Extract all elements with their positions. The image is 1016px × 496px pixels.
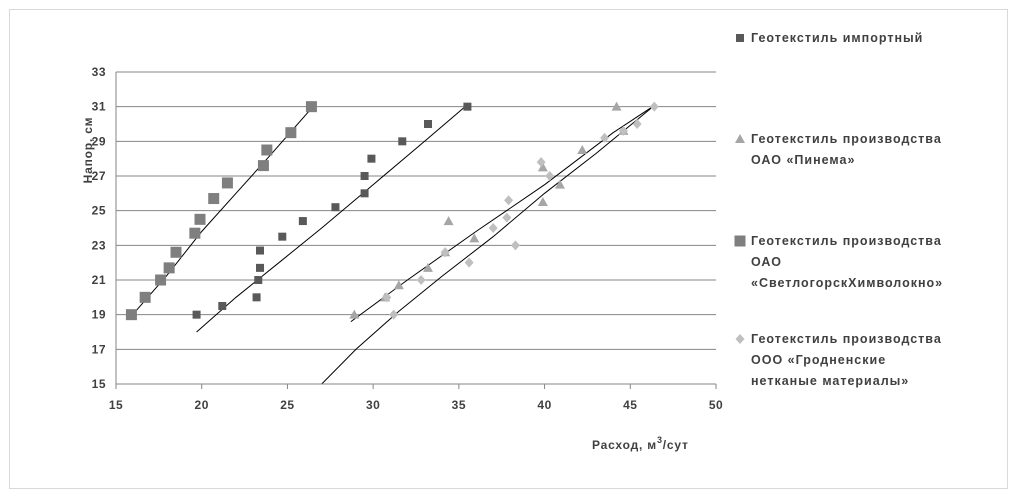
x-tick-label: 40	[537, 398, 551, 412]
data-point-series-4	[545, 171, 555, 181]
data-point-series-1	[463, 102, 472, 111]
legend-label-series-3: «СветлогорскХимволокно»	[751, 276, 943, 290]
y-tick-label: 29	[92, 134, 106, 148]
data-point-series-2	[443, 216, 454, 226]
data-point-series-1	[192, 310, 201, 319]
data-point-series-4	[382, 292, 392, 303]
legend-marker-series-1	[736, 34, 744, 42]
axes	[115, 72, 717, 389]
legend-marker-series-3	[734, 235, 746, 247]
data-point-series-4	[440, 247, 450, 258]
x-axis-title: Расход, м3/сут	[592, 435, 689, 452]
x-axis-title-suffix: /сут	[663, 438, 689, 452]
data-point-series-2	[537, 162, 548, 172]
legend-label-series-3: ОАО	[751, 255, 782, 269]
x-tick-label: 50	[709, 398, 723, 412]
data-point-series-1	[256, 246, 264, 255]
legend: Геотекстиль импортный Геотекстиль произво…	[734, 31, 943, 388]
data-point-series-1	[298, 217, 307, 226]
data-point-series-3	[125, 309, 137, 321]
data-point-series-4	[618, 125, 628, 136]
data-point-series-2	[611, 101, 622, 111]
y-tick-label: 31	[92, 100, 106, 114]
data-point-series-4	[510, 240, 520, 251]
data-point-series-4	[632, 119, 642, 129]
y-tick-label: 33	[92, 65, 106, 79]
trend-line-series-3	[129, 108, 312, 319]
x-tick-label: 20	[195, 398, 209, 412]
data-point-series-2	[423, 262, 433, 272]
legend-label-series-3: Геотекстиль производства	[751, 234, 942, 248]
x-axis-title-sup: 3	[657, 435, 663, 445]
data-point-series-2	[577, 145, 588, 154]
data-point-series-3	[155, 274, 167, 286]
data-point-series-4	[649, 101, 659, 112]
data-point-series-1	[360, 172, 369, 180]
x-tick-label: 15	[109, 398, 123, 412]
data-point-series-3	[305, 101, 317, 113]
data-point-series-3	[170, 246, 182, 258]
data-point-series-1	[256, 263, 264, 272]
y-tick-label: 23	[92, 238, 106, 252]
data-point-series-1	[367, 154, 376, 163]
data-point-series-4	[416, 275, 426, 285]
data-point-series-1	[331, 203, 340, 212]
data-point-series-1	[218, 302, 227, 310]
y-axis-title: Напор, см	[81, 117, 95, 184]
data-point-series-4	[600, 132, 610, 143]
legend-label-series-4: нетканые материалы»	[751, 374, 909, 388]
x-tick-label: 25	[280, 398, 294, 412]
gridlines	[116, 71, 716, 350]
data-point-series-4	[536, 157, 546, 168]
data-point-series-3	[163, 262, 175, 274]
trend-line-series-4	[321, 108, 652, 385]
data-point-series-1	[360, 189, 369, 198]
data-point-series-3	[189, 227, 201, 239]
y-tick-label: 27	[92, 169, 106, 183]
x-tick-label: 35	[452, 398, 466, 412]
data-point-series-3	[194, 213, 206, 225]
data-point-series-2	[393, 280, 404, 290]
data-point-series-2	[555, 179, 565, 189]
data-point-series-1	[398, 137, 407, 146]
data-point-series-3	[139, 291, 151, 303]
legend-marker-series-2	[735, 134, 745, 143]
data-point-series-2	[349, 309, 360, 319]
data-point-series-1	[278, 232, 287, 241]
y-tick-label: 25	[92, 204, 106, 218]
data-point-series-1	[252, 293, 261, 302]
data-point-series-4	[389, 309, 399, 320]
tick-labels: 15 17 19 21 23 25 27 29 31 33 15 20 25 30 35 40 45 50	[92, 65, 723, 412]
data-point-series-3	[208, 193, 220, 205]
data-point-series-4	[464, 257, 474, 268]
legend-label-series-1: Геотекстиль импортный	[751, 31, 923, 45]
data-points	[125, 101, 659, 321]
data-point-series-3	[221, 177, 233, 189]
x-tick-label: 30	[366, 398, 380, 412]
y-tick-label: 21	[92, 273, 106, 287]
trend-lines	[129, 102, 653, 385]
legend-label-series-2: Геотекстиль производства	[751, 132, 942, 146]
x-axis-title-prefix: Расход, м	[592, 438, 657, 452]
x-tick-label: 45	[623, 398, 637, 412]
data-point-series-1	[424, 120, 432, 128]
data-point-series-2	[469, 233, 480, 243]
data-point-series-3	[285, 127, 297, 139]
trend-line-series-1	[196, 102, 470, 333]
data-point-series-3	[257, 160, 269, 172]
y-tick-label: 15	[92, 377, 106, 391]
legend-label-series-4: ООО «Гродненские	[751, 353, 886, 367]
data-point-series-3	[261, 144, 273, 156]
y-tick-label: 19	[92, 308, 106, 322]
legend-marker-series-4	[735, 334, 745, 344]
data-point-series-4	[504, 195, 514, 206]
data-point-series-4	[488, 223, 498, 233]
y-tick-label: 17	[92, 342, 106, 356]
data-point-series-1	[254, 276, 263, 284]
legend-label-series-2: ОАО «Пинема»	[751, 153, 855, 167]
data-point-series-2	[537, 197, 548, 206]
legend-label-series-4: Геотекстиль производства	[751, 332, 942, 346]
data-point-series-4	[502, 212, 512, 223]
